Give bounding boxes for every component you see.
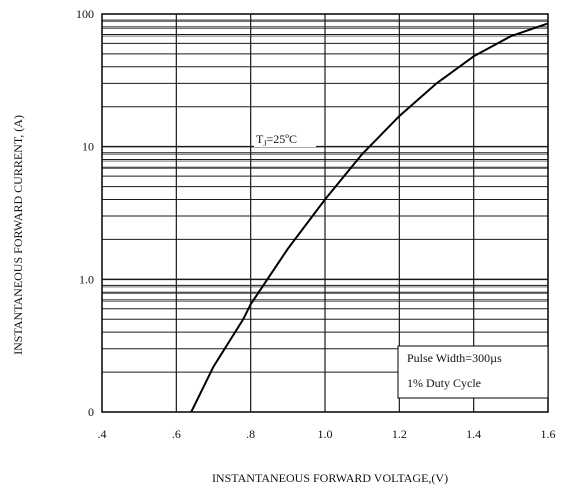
x-tick-label: .4 xyxy=(98,427,107,441)
tj-subscript: J xyxy=(263,139,266,148)
tj-suffix: =25ºC xyxy=(266,132,297,146)
y-tick-labels: 0 1.0 10 100 xyxy=(76,7,94,419)
y-tick-label: 100 xyxy=(76,7,94,21)
y-tick-label: 10 xyxy=(82,140,94,154)
x-tick-label: 1.0 xyxy=(318,427,333,441)
y-axis-title: INSTANTANEOUS FORWARD CURRENT, (A) xyxy=(11,115,25,355)
grid-lines xyxy=(102,14,548,412)
tj-prefix: T xyxy=(256,132,264,146)
x-tick-label: .6 xyxy=(172,427,181,441)
y-tick-label: 1.0 xyxy=(79,272,94,286)
duty-cycle-label: 1% Duty Cycle xyxy=(407,376,481,390)
pulse-info-box xyxy=(397,345,549,399)
x-axis-title: INSTANTANEOUS FORWARD VOLTAGE,(V) xyxy=(212,471,448,485)
plot-frame xyxy=(101,13,549,413)
tj-annotation: TJ=25ºC xyxy=(256,132,297,148)
pulse-width-label: Pulse Width=300µs xyxy=(407,351,502,365)
x-tick-label: 1.4 xyxy=(466,427,481,441)
x-tick-labels: .4 .6 .8 1.0 1.2 1.4 1.6 xyxy=(98,427,556,441)
x-tick-label: 1.2 xyxy=(392,427,407,441)
y-tick-label: 0 xyxy=(88,405,94,419)
x-tick-label: 1.6 xyxy=(541,427,556,441)
tj-annotation-bg xyxy=(254,131,316,147)
x-tick-label: .8 xyxy=(246,427,255,441)
forward-current-curve xyxy=(190,22,549,413)
